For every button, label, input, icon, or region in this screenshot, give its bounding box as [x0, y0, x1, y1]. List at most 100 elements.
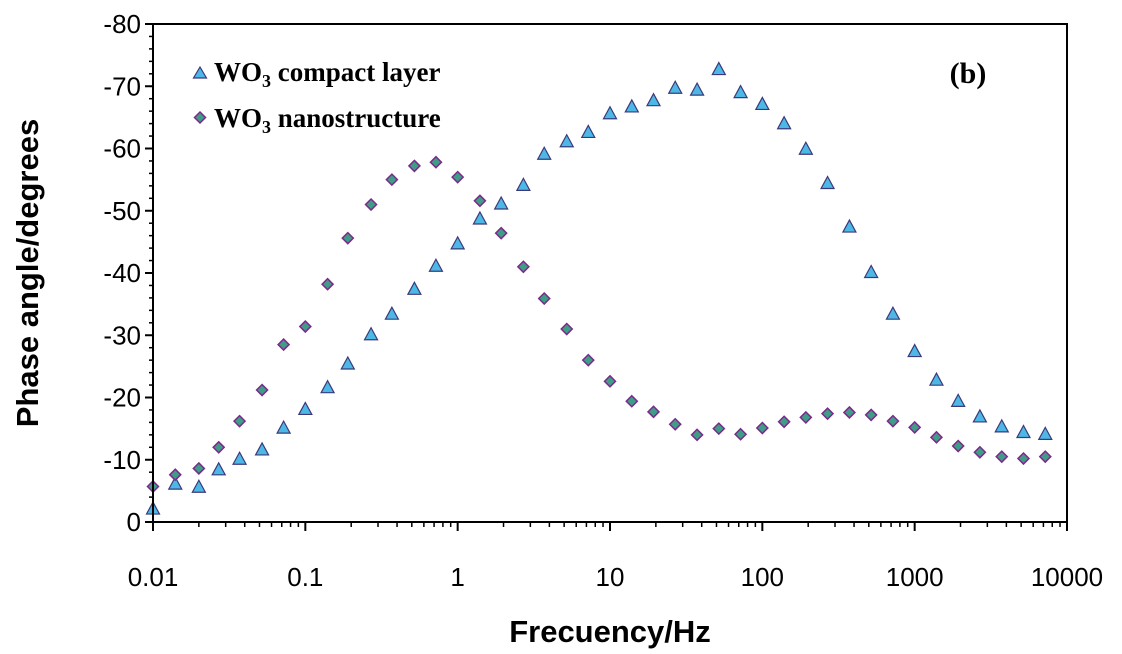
compact-layer-point: [276, 419, 292, 434]
compact-layer-point: [994, 418, 1010, 433]
compact-layer-point: [254, 441, 270, 456]
nanostructure-point: [494, 226, 508, 240]
nanostructure-point: [929, 430, 944, 444]
compact-layer-point: [428, 258, 444, 272]
compact-layer-point: [885, 305, 901, 320]
compact-layer-point: [363, 326, 379, 341]
nanostructure-point: [451, 170, 465, 184]
y-tick-label: 0: [127, 507, 141, 537]
nanostructure-point: [734, 427, 748, 441]
compact-layer-point: [1037, 426, 1053, 440]
nanostructure-point: [690, 428, 704, 442]
legend-label-compact-layer: WO3 compact layer: [214, 57, 440, 91]
compact-layer-point: [515, 177, 531, 191]
nanostructure-point: [277, 338, 291, 352]
nanostructure-point: [625, 394, 639, 408]
compact-layer-point: [493, 195, 509, 210]
panel-label: (b): [950, 57, 987, 90]
nanostructure-point: [1016, 451, 1031, 466]
nanostructure-point: [973, 445, 987, 459]
nanostructure-point: [255, 383, 269, 397]
nanostructure-point: [842, 405, 856, 420]
compact-layer-point: [711, 61, 727, 76]
nanostructure-point: [298, 319, 312, 334]
series-nanostructure: [146, 155, 1052, 494]
x-tick-label: 1: [450, 562, 464, 592]
y-tick-label: -80: [103, 9, 141, 39]
y-tick-label: -60: [103, 134, 141, 164]
nanostructure-point: [232, 414, 247, 428]
y-tick-label: -20: [103, 383, 141, 413]
y-axis-title: Phase angle/degrees: [10, 119, 45, 427]
nanostructure-point: [755, 421, 769, 435]
nanostructure-point: [1038, 450, 1052, 464]
plot-area-frame: [152, 23, 1068, 523]
compact-layer-point: [841, 218, 857, 233]
data-series: [145, 61, 1053, 515]
compact-layer-point: [602, 105, 618, 120]
nanostructure-point: [799, 410, 813, 424]
nanostructure-point: [820, 407, 835, 421]
x-axis-title: Frecuency/Hz: [509, 614, 711, 649]
legend-entry-compact-layer: WO3 compact layer: [192, 57, 440, 91]
compact-layer-point: [580, 124, 596, 139]
compact-layer-point: [733, 84, 749, 99]
y-tick-label: -30: [103, 320, 141, 350]
compact-layer-point: [820, 175, 836, 190]
compact-layer-point: [536, 145, 552, 160]
nanostructure-point: [212, 440, 226, 454]
compact-layer-point: [667, 79, 683, 94]
nanostructure-point: [385, 173, 399, 187]
y-tick-label: -70: [103, 71, 141, 101]
y-tick-label: -10: [103, 445, 141, 475]
nanostructure-point: [603, 374, 617, 388]
compact-layer-point: [950, 393, 966, 407]
nanostructure-point: [364, 197, 378, 212]
legend-triangle-marker: [192, 65, 208, 79]
x-tick-label: 0.1: [287, 562, 323, 592]
legend-entry-nanostructure: WO3 nanostructure: [193, 103, 441, 137]
x-tick-label: 10: [596, 562, 625, 592]
compact-layer-point: [211, 461, 227, 476]
compact-layer-point: [928, 371, 944, 386]
x-tick-label: 100: [741, 562, 784, 592]
compact-layer-point: [863, 264, 879, 279]
nanostructure-point: [537, 291, 551, 306]
nanostructure-point: [908, 420, 922, 434]
nanostructure-point: [581, 353, 595, 367]
nanostructure-point: [560, 322, 574, 336]
y-axis-ticks: 0 -10 -20 -30 -40 -50 -60 -70 -80: [103, 9, 153, 537]
nanostructure-point: [341, 231, 355, 245]
nanostructure-point: [168, 468, 182, 482]
nanostructure-point: [886, 414, 900, 428]
nanostructure-point: [951, 439, 965, 453]
compact-layer-point: [320, 379, 336, 394]
nanostructure-point: [646, 405, 661, 419]
compact-layer-point: [907, 343, 923, 358]
series-compact-layer: [145, 61, 1053, 515]
compact-layer-point: [624, 98, 640, 113]
nanostructure-point: [321, 277, 335, 291]
legend: WO3 compact layer WO3 nanostructure: [192, 57, 441, 137]
compact-layer-point: [754, 96, 770, 111]
nanostructure-point: [407, 159, 421, 173]
nanostructure-point: [192, 461, 206, 476]
x-axis-ticks: 0.01 0.1 1 10 100 1000 10000: [128, 522, 1103, 592]
nanostructure-point: [777, 415, 791, 429]
y-tick-label: -50: [103, 196, 141, 226]
compact-layer-point: [191, 479, 207, 493]
legend-diamond-marker: [193, 110, 207, 125]
x-tick-label: 0.01: [128, 562, 179, 592]
nanostructure-point: [864, 408, 878, 422]
compact-layer-point: [167, 475, 183, 490]
nanostructure-point: [668, 417, 682, 431]
compact-layer-point: [450, 235, 466, 250]
nanostructure-point: [429, 155, 443, 169]
compact-layer-point: [472, 210, 488, 225]
compact-layer-point: [645, 92, 662, 107]
compact-layer-point: [384, 305, 400, 320]
compact-layer-point: [232, 450, 248, 465]
x-tick-label: 10000: [1031, 562, 1103, 592]
nanostructure-point: [473, 194, 487, 208]
